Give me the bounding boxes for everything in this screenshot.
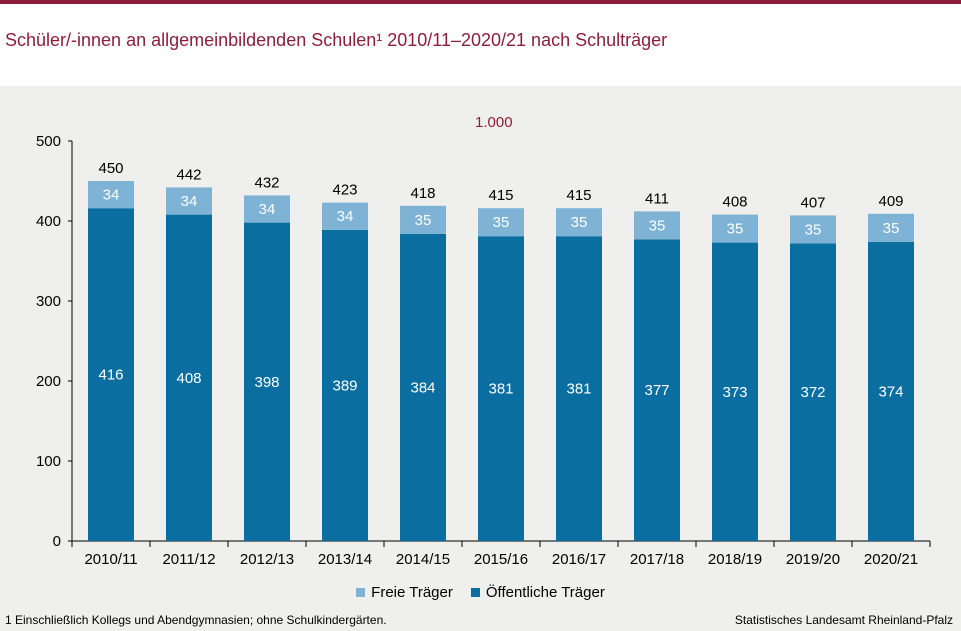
bar-private <box>478 208 524 237</box>
x-tick-label: 2017/18 <box>630 551 684 568</box>
bar-private <box>790 215 836 244</box>
bar-public <box>868 241 914 542</box>
bar-public <box>712 242 758 541</box>
data-label-private: 35 <box>883 220 900 237</box>
data-label-total: 418 <box>410 185 435 202</box>
legend-swatch-public <box>470 588 480 597</box>
data-label-private: 34 <box>259 201 276 218</box>
y-tick-label: 400 <box>36 213 61 230</box>
data-label-total: 408 <box>722 194 747 211</box>
data-label-public: 408 <box>176 370 201 387</box>
data-label-public: 372 <box>800 384 825 401</box>
legend-label-public: Öffentliche Träger <box>485 584 605 601</box>
x-tick-label: 2020/21 <box>864 551 918 568</box>
bar-public <box>400 233 446 542</box>
data-label-private: 34 <box>103 187 120 204</box>
x-tick-label: 2015/16 <box>474 551 528 568</box>
data-label-private: 35 <box>649 217 666 234</box>
data-label-total: 415 <box>566 187 591 204</box>
data-label-private: 34 <box>337 208 354 225</box>
bar-private <box>556 208 602 237</box>
data-label-private: 35 <box>415 212 432 229</box>
bar-private <box>400 205 446 234</box>
title-band: Schüler/-innen an allgemeinbildenden Sch… <box>0 4 961 72</box>
legend: Freie Träger Öffentliche Träger <box>0 584 961 601</box>
x-tick-label: 2014/15 <box>396 551 450 568</box>
data-label-public: 389 <box>332 377 357 394</box>
header-spacer <box>0 72 961 86</box>
bar-private <box>166 187 212 215</box>
data-label-total: 407 <box>800 194 825 211</box>
bar-private <box>868 213 914 242</box>
y-tick-label: 0 <box>53 533 61 550</box>
x-tick-label: 2011/12 <box>162 551 215 568</box>
x-tick-label: 2018/19 <box>708 551 762 568</box>
legend-item-private: Freie Träger <box>356 584 453 601</box>
bar-public <box>166 214 212 541</box>
x-tick-label: 2016/17 <box>552 551 606 568</box>
data-label-total: 411 <box>645 190 669 207</box>
bar-public <box>634 239 680 541</box>
bar-private <box>322 202 368 230</box>
bar-public <box>478 236 524 541</box>
data-label-public: 373 <box>722 384 747 401</box>
unit-label: 1.000 <box>475 114 513 131</box>
bar-private <box>88 181 134 209</box>
legend-item-public: Öffentliche Träger <box>470 584 605 601</box>
data-label-public: 381 <box>566 381 591 398</box>
x-tick-label: 2013/14 <box>318 551 372 568</box>
bar-public <box>790 243 836 541</box>
data-label-total: 442 <box>176 166 201 183</box>
top-rule <box>0 0 961 4</box>
y-tick-label: 500 <box>36 133 61 150</box>
data-label-public: 381 <box>488 381 513 398</box>
footnote: 1 Einschließlich Kollegs und Abendgymnas… <box>5 613 387 627</box>
source-credit: Statistisches Landesamt Rheinland-Pfalz <box>734 613 953 627</box>
y-tick-label: 100 <box>36 453 61 470</box>
chart-title: Schüler/-innen an allgemeinbildenden Sch… <box>5 30 668 50</box>
data-label-public: 377 <box>644 382 669 399</box>
x-tick-label: 2019/20 <box>786 551 840 568</box>
data-label-public: 374 <box>878 383 903 400</box>
x-tick-label: 2010/11 <box>84 551 137 568</box>
legend-label-private: Freie Träger <box>371 584 453 601</box>
data-label-public: 398 <box>254 374 279 391</box>
bar-private <box>634 211 680 240</box>
data-label-total: 423 <box>332 182 357 199</box>
data-label-total: 409 <box>878 193 903 210</box>
data-label-private: 34 <box>181 193 198 210</box>
data-label-private: 35 <box>727 221 744 238</box>
y-tick-label: 200 <box>36 373 61 390</box>
data-label-private: 35 <box>805 221 822 238</box>
bar-public <box>244 222 290 541</box>
data-label-total: 450 <box>98 160 123 177</box>
data-label-private: 35 <box>493 214 510 231</box>
data-label-private: 35 <box>571 214 588 231</box>
bar-private <box>712 214 758 243</box>
data-label-public: 416 <box>98 367 123 384</box>
legend-swatch-private <box>356 588 366 597</box>
data-label-total: 415 <box>488 187 513 204</box>
bar-private <box>244 195 290 223</box>
data-label-public: 384 <box>410 379 435 396</box>
data-label-total: 432 <box>254 174 279 191</box>
y-tick-label: 300 <box>36 293 61 310</box>
bar-public <box>88 208 134 541</box>
x-tick-label: 2012/13 <box>240 551 294 568</box>
bar-public <box>556 236 602 541</box>
bar-public <box>322 229 368 542</box>
